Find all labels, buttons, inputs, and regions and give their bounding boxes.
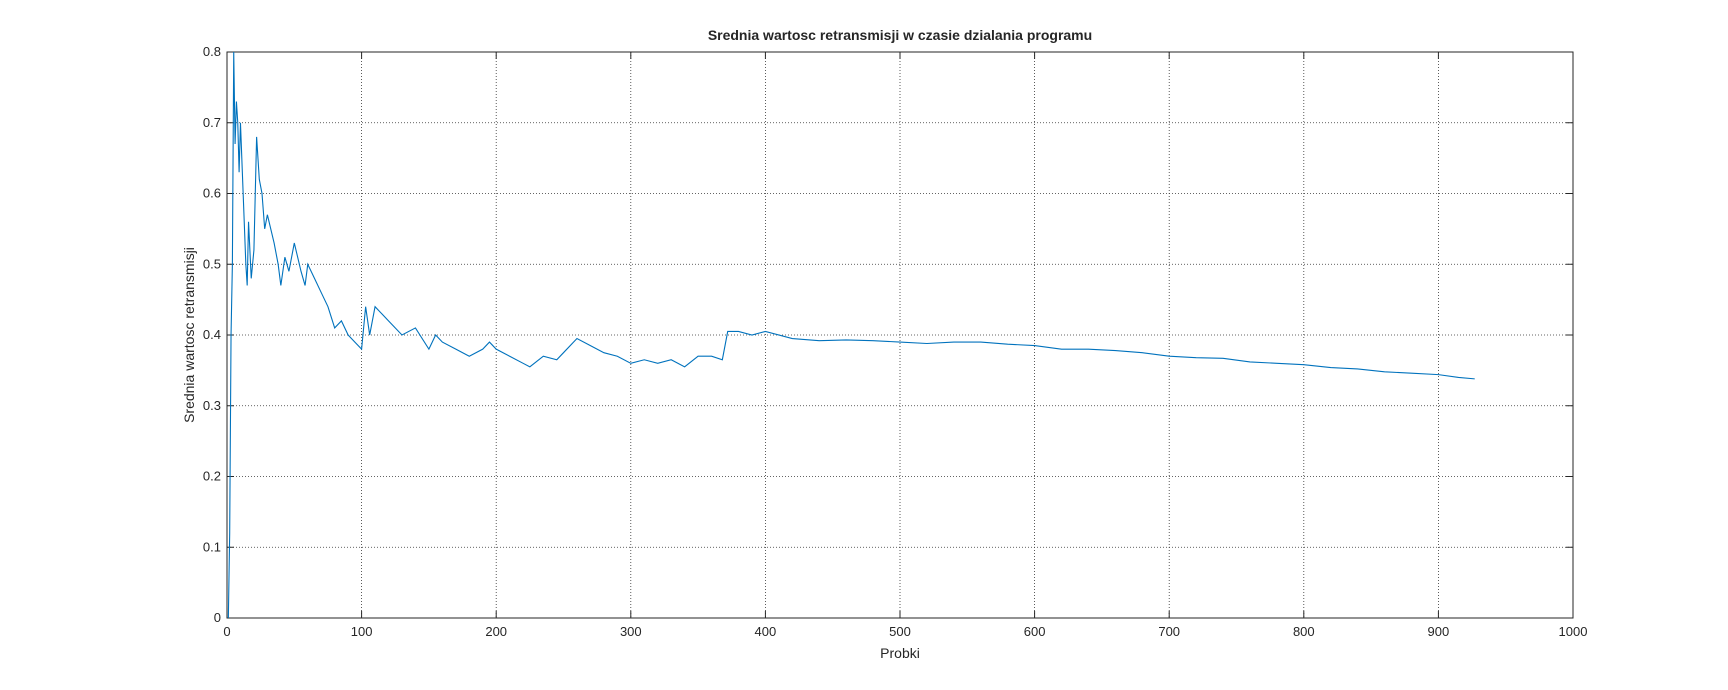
y-tick-label: 0.8 [203,44,221,59]
x-tick-label: 800 [1293,624,1315,639]
chart-title: Srednia wartosc retransmisji w czasie dz… [708,27,1092,43]
x-tick-label: 500 [889,624,911,639]
y-tick-label: 0.3 [203,398,221,413]
x-tick-label: 0 [223,624,230,639]
x-tick-label: 100 [351,624,373,639]
y-tick-label: 0.6 [203,186,221,201]
y-tick-label: 0.7 [203,115,221,130]
x-axis-label: Probki [880,645,920,661]
x-tick-label: 300 [620,624,642,639]
y-axis-label: Srednia wartosc retransmisji [181,247,197,423]
y-tick-label: 0.2 [203,469,221,484]
y-tick-label: 0.1 [203,539,221,554]
y-tick-label: 0.4 [203,327,221,342]
x-tick-label: 400 [755,624,777,639]
data-line [227,51,1475,619]
plot-frame [226,51,1574,619]
x-tick-label: 700 [1158,624,1180,639]
x-tick-label: 900 [1428,624,1450,639]
x-tick-label: 600 [1024,624,1046,639]
y-tick-label: 0 [214,610,221,625]
y-tick-label: 0.5 [203,256,221,271]
x-tick-label: 200 [485,624,507,639]
x-tick-label: 1000 [1559,624,1588,639]
